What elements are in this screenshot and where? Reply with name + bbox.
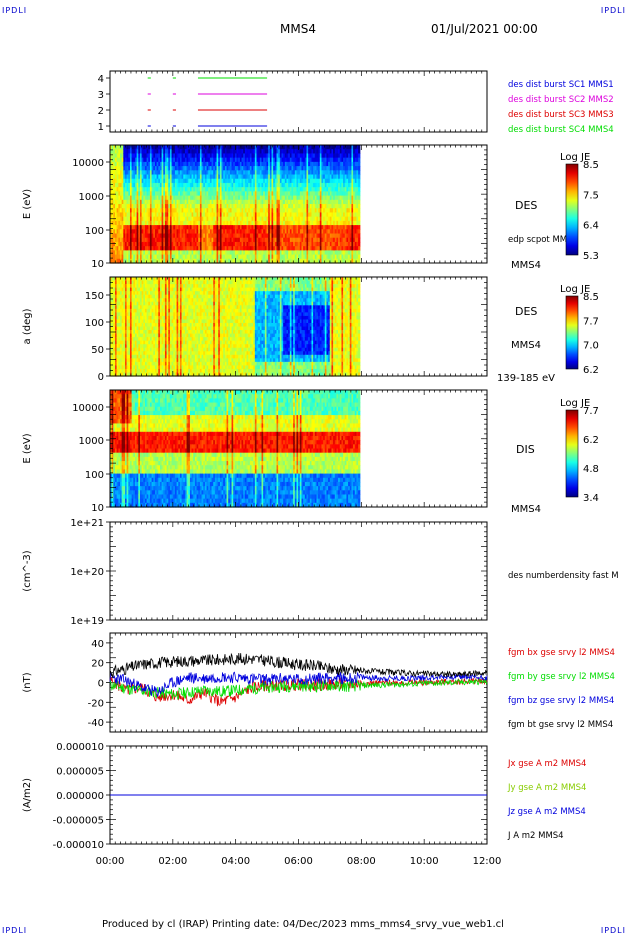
heatmap-cell	[358, 170, 360, 175]
heatmap-cell	[358, 149, 360, 154]
heatmap-cell	[358, 238, 360, 243]
burst-legend-entry: des dist burst SC2 MMS2	[508, 95, 614, 105]
burst-legend-entry: des dist burst SC1 MMS1	[508, 80, 614, 90]
heatmap-cell	[358, 242, 360, 247]
heatmap-cell	[358, 145, 360, 150]
heatmap-cell	[358, 179, 360, 184]
heatmap-cell	[358, 153, 360, 158]
heatmap-cell	[358, 246, 360, 251]
heatmap-cell	[358, 204, 360, 209]
burst-panel-tick-label: 3	[98, 90, 104, 101]
des-energy-colorbar-tick: 6.4	[583, 221, 599, 232]
burst-panel-tick-label: 1	[98, 122, 104, 133]
des-energy-ylabel: E (eV)	[22, 189, 33, 219]
heatmap-cell	[358, 183, 360, 188]
heatmap-cell	[358, 166, 360, 171]
burst-panel-tick-label: 2	[98, 106, 104, 117]
des-energy-label: DES	[515, 199, 537, 212]
des-energy-tick-label: 10000	[72, 158, 104, 169]
des-energy-colorbar-tick: 7.5	[583, 190, 599, 201]
des-pitch-heatmap	[110, 277, 360, 377]
heatmap-cell	[358, 229, 360, 234]
des-energy-tick-label: 1000	[79, 192, 104, 203]
heatmap-cell	[358, 221, 360, 226]
heatmap-cell	[358, 196, 360, 201]
heatmap-cell	[358, 234, 360, 239]
heatmap-cell	[358, 225, 360, 230]
des-energy-tick-label: 10	[91, 259, 104, 270]
heatmap-cell	[358, 175, 360, 180]
burst-legend-entry: des dist burst SC3 MMS3	[508, 110, 614, 120]
des-energy-tick-label: 100	[85, 226, 104, 237]
heatmap-cell	[358, 250, 360, 255]
des-energy-heatmap	[110, 145, 360, 264]
des-energy-colorbar-tick: 8.5	[583, 160, 599, 171]
burst-panel-frame	[110, 71, 487, 132]
heatmap-cell	[358, 217, 360, 222]
heatmap-cell	[358, 162, 360, 167]
heatmap-cell	[358, 200, 360, 205]
heatmap-cell	[358, 208, 360, 213]
heatmap-cell	[358, 212, 360, 217]
heatmap-cell	[358, 187, 360, 192]
heatmap-cell	[358, 255, 360, 260]
des-energy-colorbar	[566, 164, 578, 255]
des-energy-colorbar-tick: 5.3	[583, 251, 599, 262]
burst-legend-entry: des dist burst SC4 MMS4	[508, 125, 614, 135]
burst-panel-tick-label: 4	[98, 74, 104, 85]
heatmap-cell	[358, 158, 360, 163]
heatmap-cell	[358, 191, 360, 196]
des-energy-spacecraft: MMS4	[511, 260, 541, 271]
